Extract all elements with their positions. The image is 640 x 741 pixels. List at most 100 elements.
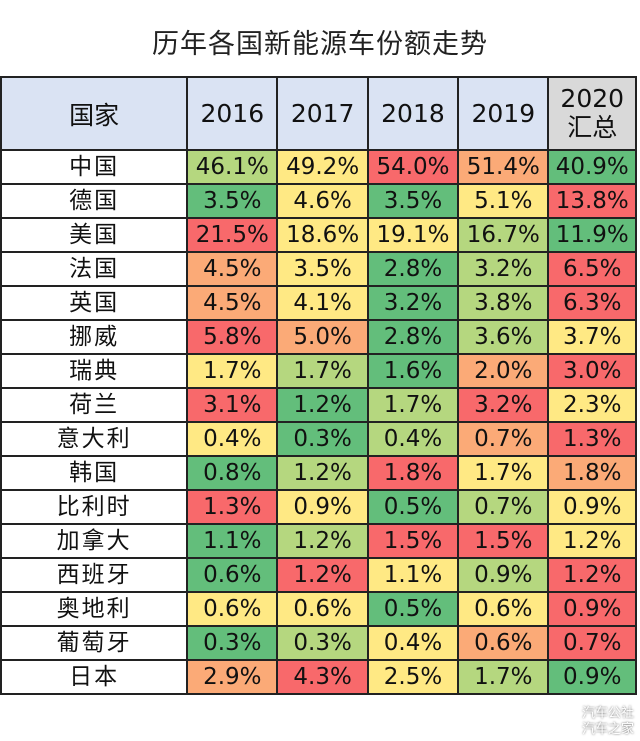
country-cell: 挪威 bbox=[0, 319, 189, 355]
value-cell: 6.5% bbox=[547, 251, 637, 287]
header-row: 国家 2016 2017 2018 2019 2020 汇总 bbox=[0, 76, 637, 151]
table-row: 葡萄牙 0.3% 0.3% 0.4% 0.6% 0.7% bbox=[0, 625, 637, 661]
value-cell: 13.8% bbox=[547, 183, 637, 219]
value-cell: 0.6% bbox=[457, 591, 550, 627]
country-cell: 法国 bbox=[0, 251, 189, 287]
value-cell: 5.1% bbox=[457, 183, 550, 219]
table-row: 德国 3.5% 4.6% 3.5% 5.1% 13.8% bbox=[0, 183, 637, 219]
country-cell: 加拿大 bbox=[0, 523, 189, 559]
country-cell: 美国 bbox=[0, 217, 189, 253]
header-2018: 2018 bbox=[366, 76, 460, 151]
table-row: 韩国 0.8% 1.2% 1.8% 1.7% 1.8% bbox=[0, 455, 637, 491]
value-cell: 49.2% bbox=[276, 149, 369, 185]
country-cell: 葡萄牙 bbox=[0, 625, 189, 661]
value-cell: 3.6% bbox=[457, 319, 550, 355]
value-cell: 1.2% bbox=[276, 455, 369, 491]
value-cell: 0.5% bbox=[366, 591, 460, 627]
value-cell: 1.1% bbox=[186, 523, 279, 559]
value-cell: 1.2% bbox=[276, 557, 369, 593]
share-table: 国家 2016 2017 2018 2019 2020 汇总 中国 46.1% 49.… bbox=[0, 76, 637, 695]
table-row: 挪威 5.8% 5.0% 2.8% 3.6% 3.7% bbox=[0, 319, 637, 355]
value-cell: 1.7% bbox=[366, 387, 460, 423]
table-row: 加拿大 1.1% 1.2% 1.5% 1.5% 1.2% bbox=[0, 523, 637, 559]
value-cell: 3.2% bbox=[457, 387, 550, 423]
header-2019: 2019 bbox=[457, 76, 550, 151]
value-cell: 1.7% bbox=[457, 455, 550, 491]
value-cell: 0.9% bbox=[457, 557, 550, 593]
value-cell: 0.4% bbox=[366, 421, 460, 457]
value-cell: 2.5% bbox=[366, 659, 460, 695]
table-row: 美国 21.5% 18.6% 19.1% 16.7% 11.9% bbox=[0, 217, 637, 253]
value-cell: 4.6% bbox=[276, 183, 369, 219]
country-cell: 荷兰 bbox=[0, 387, 189, 423]
header-2017: 2017 bbox=[276, 76, 369, 151]
country-cell: 德国 bbox=[0, 183, 189, 219]
table-row: 中国 46.1% 49.2% 54.0% 51.4% 40.9% bbox=[0, 149, 637, 185]
value-cell: 1.2% bbox=[547, 557, 637, 593]
value-cell: 1.7% bbox=[457, 659, 550, 695]
value-cell: 2.8% bbox=[366, 251, 460, 287]
watermark-line-2: 汽车之家 bbox=[581, 722, 634, 737]
value-cell: 46.1% bbox=[186, 149, 279, 185]
value-cell: 11.9% bbox=[547, 217, 637, 253]
value-cell: 1.2% bbox=[547, 523, 637, 559]
table-body: 中国 46.1% 49.2% 54.0% 51.4% 40.9% 德国 3.5% 4.6% 3.5… bbox=[0, 149, 637, 695]
value-cell: 3.8% bbox=[457, 285, 550, 321]
value-cell: 3.2% bbox=[366, 285, 460, 321]
value-cell: 4.3% bbox=[276, 659, 369, 695]
value-cell: 4.5% bbox=[186, 251, 279, 287]
value-cell: 0.9% bbox=[547, 591, 637, 627]
header-2020-total-label: 汇总 bbox=[567, 112, 618, 142]
value-cell: 0.9% bbox=[276, 489, 369, 525]
header-country: 国家 bbox=[0, 76, 189, 151]
value-cell: 5.8% bbox=[186, 319, 279, 355]
country-cell: 比利时 bbox=[0, 489, 189, 525]
value-cell: 1.3% bbox=[547, 421, 637, 457]
value-cell: 5.0% bbox=[276, 319, 369, 355]
table-row: 意大利 0.4% 0.3% 0.4% 0.7% 1.3% bbox=[0, 421, 637, 457]
value-cell: 0.3% bbox=[186, 625, 279, 661]
value-cell: 1.8% bbox=[547, 455, 637, 491]
value-cell: 4.5% bbox=[186, 285, 279, 321]
value-cell: 1.5% bbox=[457, 523, 550, 559]
value-cell: 3.5% bbox=[366, 183, 460, 219]
value-cell: 6.3% bbox=[547, 285, 637, 321]
watermark-line-1: 汽车公社 bbox=[581, 706, 634, 721]
country-cell: 中国 bbox=[0, 149, 189, 185]
value-cell: 0.6% bbox=[457, 625, 550, 661]
value-cell: 0.8% bbox=[186, 455, 279, 491]
value-cell: 1.5% bbox=[366, 523, 460, 559]
table-row: 法国 4.5% 3.5% 2.8% 3.2% 6.5% bbox=[0, 251, 637, 287]
value-cell: 2.0% bbox=[457, 353, 550, 389]
country-cell: 日本 bbox=[0, 659, 189, 695]
country-cell: 意大利 bbox=[0, 421, 189, 457]
value-cell: 21.5% bbox=[186, 217, 279, 253]
value-cell: 3.1% bbox=[186, 387, 279, 423]
value-cell: 2.9% bbox=[186, 659, 279, 695]
value-cell: 0.3% bbox=[276, 421, 369, 457]
country-cell: 瑞典 bbox=[0, 353, 189, 389]
value-cell: 54.0% bbox=[366, 149, 460, 185]
value-cell: 51.4% bbox=[457, 149, 550, 185]
value-cell: 40.9% bbox=[547, 149, 637, 185]
value-cell: 2.8% bbox=[366, 319, 460, 355]
value-cell: 3.7% bbox=[547, 319, 637, 355]
value-cell: 1.8% bbox=[366, 455, 460, 491]
value-cell: 3.5% bbox=[186, 183, 279, 219]
value-cell: 0.3% bbox=[276, 625, 369, 661]
header-2020-year: 2020 bbox=[560, 83, 625, 113]
country-cell: 韩国 bbox=[0, 455, 189, 491]
value-cell: 3.5% bbox=[276, 251, 369, 287]
value-cell: 19.1% bbox=[366, 217, 460, 253]
value-cell: 2.3% bbox=[547, 387, 637, 423]
value-cell: 0.6% bbox=[186, 557, 279, 593]
value-cell: 18.6% bbox=[276, 217, 369, 253]
value-cell: 0.9% bbox=[547, 489, 637, 525]
table-row: 奥地利 0.6% 0.6% 0.5% 0.6% 0.9% bbox=[0, 591, 637, 627]
value-cell: 0.9% bbox=[547, 659, 637, 695]
table-row: 英国 4.5% 4.1% 3.2% 3.8% 6.3% bbox=[0, 285, 637, 321]
value-cell: 16.7% bbox=[457, 217, 550, 253]
country-cell: 英国 bbox=[0, 285, 189, 321]
value-cell: 0.6% bbox=[186, 591, 279, 627]
table-row: 瑞典 1.7% 1.7% 1.6% 2.0% 3.0% bbox=[0, 353, 637, 389]
